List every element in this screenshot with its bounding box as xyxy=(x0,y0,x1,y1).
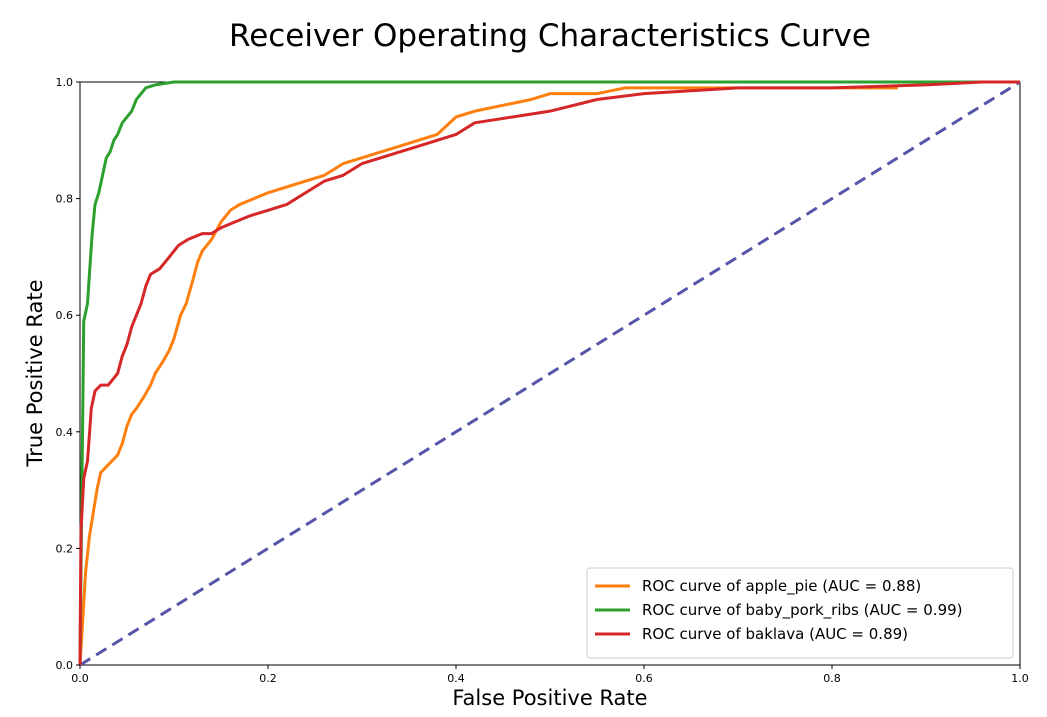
legend-items: ROC curve of apple_pie (AUC = 0.88) ROC c… xyxy=(595,577,963,643)
series-line-0 xyxy=(78,86,898,666)
x-tick-label: 1.0 xyxy=(1011,672,1029,685)
x-tick-label: 0.0 xyxy=(71,672,89,685)
x-tick-label: 0.4 xyxy=(447,672,465,685)
legend-label: ROC curve of apple_pie (AUC = 0.88) xyxy=(642,577,921,596)
x-tick-label: 0.6 xyxy=(635,672,653,685)
chance-diagonal-line xyxy=(79,80,1021,667)
y-tick-label: 0.0 xyxy=(56,659,74,672)
legend: ROC curve of apple_pie (AUC = 0.88) ROC c… xyxy=(586,567,1014,659)
x-axis-label: False Positive Rate xyxy=(452,686,647,710)
x-axis: 0.0 0.2 0.4 0.6 0.8 1.0 xyxy=(71,665,1029,685)
y-tick-label: 1.0 xyxy=(56,76,74,89)
plot-area xyxy=(78,80,1021,667)
y-tick-label: 0.2 xyxy=(56,542,74,555)
y-tick-label: 0.6 xyxy=(56,309,74,322)
y-tick-label: 0.8 xyxy=(56,193,74,206)
y-axis-label: True Positive Rate xyxy=(23,279,47,467)
legend-box xyxy=(586,567,1014,659)
y-axis: 0.0 0.2 0.4 0.6 0.8 1.0 xyxy=(56,76,80,672)
series-line-2 xyxy=(78,80,1020,666)
y-tick-label: 0.4 xyxy=(56,426,74,439)
x-tick-label: 0.2 xyxy=(259,672,277,685)
chart-title: Receiver Operating Characteristics Curve xyxy=(229,18,871,54)
legend-label: ROC curve of baby_pork_ribs (AUC = 0.99) xyxy=(642,601,963,620)
legend-label: ROC curve of baklava (AUC = 0.89) xyxy=(642,625,908,643)
x-tick-label: 0.8 xyxy=(823,672,841,685)
series-line-1 xyxy=(78,80,1020,666)
series-layer xyxy=(78,80,1021,667)
